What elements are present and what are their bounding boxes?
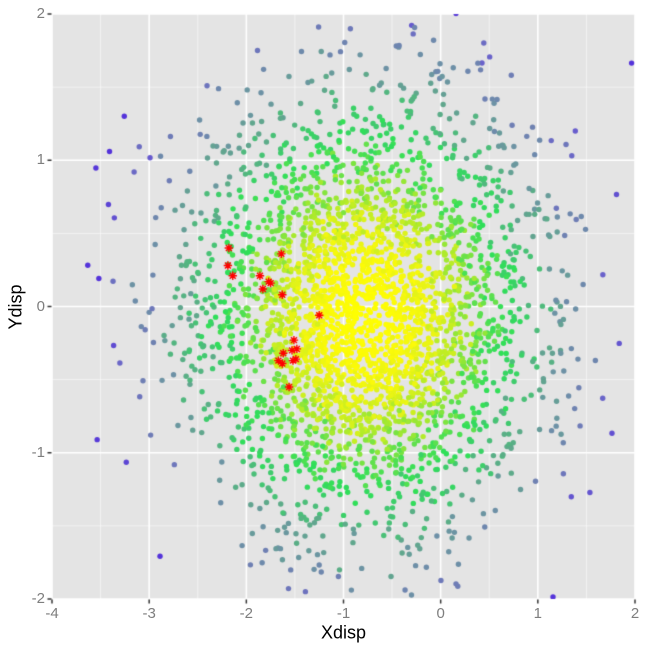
y-tick-label: 0 [36,297,45,315]
x-tick-label: -4 [45,605,59,622]
x-tick-label: 1 [533,605,542,622]
y-tick-label: -1 [31,443,45,461]
x-tick-label: -3 [142,605,156,622]
y-tick-label: 2 [36,5,45,22]
x-tick-label: -1 [336,605,351,622]
x-axis-title: Xdisp [320,622,367,643]
x-tick-label: -2 [239,605,253,622]
y-axis-title: Ydisp [5,283,26,330]
x-tick-label: 0 [436,605,445,622]
x-tick-label: 2 [630,605,640,622]
y-tick-label: 1 [36,151,45,169]
y-tick-label: -2 [31,590,45,607]
